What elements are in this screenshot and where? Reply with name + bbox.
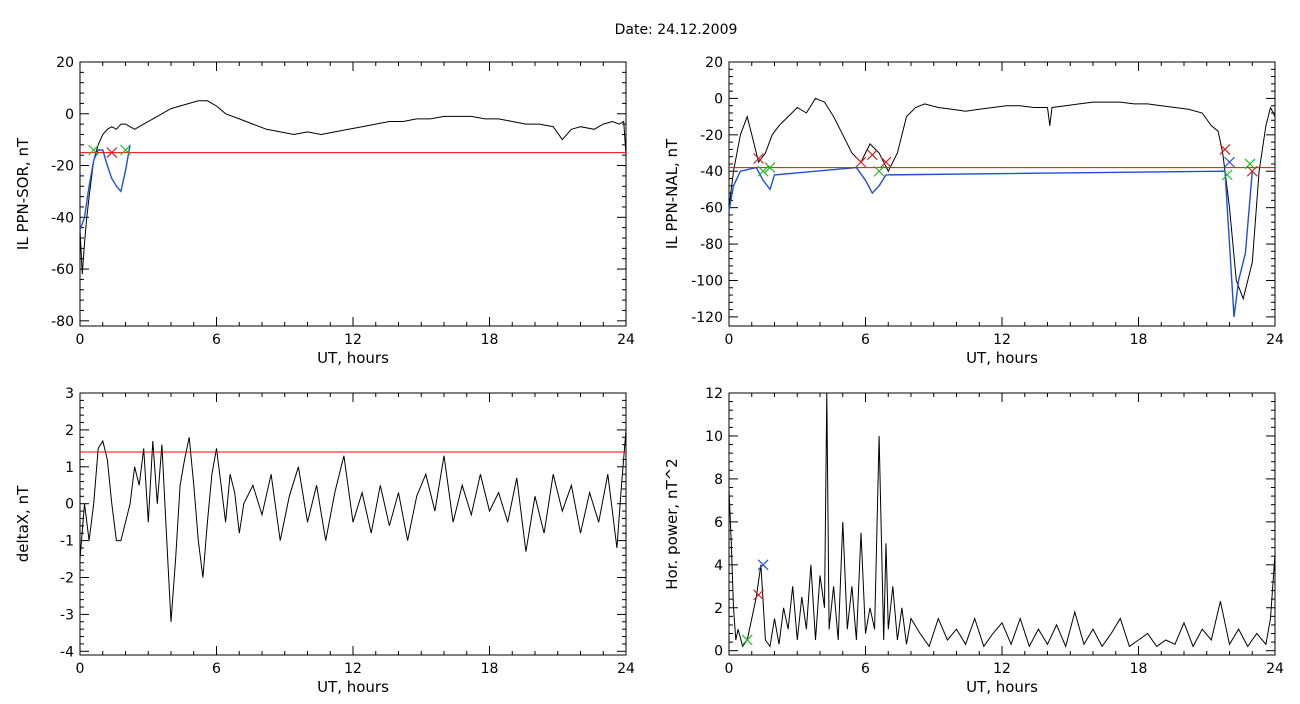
panel-2-marker-8 xyxy=(1219,143,1231,155)
panel-4-ytick-label-0: 0 xyxy=(714,644,723,660)
panel-3-frame xyxy=(79,392,627,656)
panel-2-marker-2 xyxy=(757,165,769,177)
panel-4-marker-3 xyxy=(741,634,753,646)
panel-1-xtick-label-0: 0 xyxy=(76,332,85,348)
panel-3-ylabel: deltaX, nT xyxy=(14,485,32,562)
panel-2-xlabel: UT, hours xyxy=(966,349,1038,367)
panel-2-ytick-label-3: -60 xyxy=(700,201,723,217)
panel-4-ytick-label-1: 2 xyxy=(714,601,723,617)
panel-2-frame xyxy=(728,61,1276,327)
panel-2-ytick-label-1: -100 xyxy=(691,273,723,289)
panel-4-xtick-label-4: 24 xyxy=(1266,661,1284,677)
panel-3-ytick-label-6: 2 xyxy=(65,423,74,439)
panel-2-marker-3 xyxy=(764,162,776,174)
panel-2-marker-1 xyxy=(753,153,764,164)
panel-2-marker-12 xyxy=(1246,165,1258,177)
panel-3-xtick-label-1: 6 xyxy=(212,661,221,677)
panel-2-series-1-line xyxy=(728,97,1276,301)
panel-3-xtick-label-3: 18 xyxy=(481,661,499,677)
panel-4-ytick-label-4: 8 xyxy=(714,472,723,488)
panel-1-ytick-label-1: -60 xyxy=(51,262,74,278)
panel-4-ytick-label-3: 6 xyxy=(714,515,723,531)
panel-4-xtick-label-0: 0 xyxy=(725,661,734,677)
panel-3-xtick-label-2: 12 xyxy=(344,661,362,677)
panel-3-ytick-label-1: -3 xyxy=(60,607,74,623)
panel-2-ylabel: IL PPN-NAL, nT xyxy=(663,138,681,249)
panel-2-xtick-label-4: 24 xyxy=(1266,332,1284,348)
panel-2-marker-5 xyxy=(866,149,878,161)
panel-2-ytick-label-4: -40 xyxy=(700,164,723,180)
panel-2-xtick-label-3: 18 xyxy=(1130,332,1148,348)
panel-2-series-2-line xyxy=(728,166,1253,317)
panel-1-xtick-label-2: 12 xyxy=(344,332,362,348)
panel-1-xtick-label-4: 24 xyxy=(617,332,635,348)
panel-1-series-1-line xyxy=(79,100,627,275)
panel-4-xtick-label-3: 18 xyxy=(1130,661,1148,677)
panel-1-ytick-label-5: 20 xyxy=(56,55,74,71)
panel-4-xtick-label-1: 6 xyxy=(861,661,870,677)
panel-3-ytick-label-5: 1 xyxy=(65,460,74,476)
panel-4-marker-2 xyxy=(757,559,769,571)
panel-3-series-1-line xyxy=(79,429,627,622)
panel-4-xtick-label-2: 12 xyxy=(993,661,1011,677)
panel-1-xtick-label-3: 18 xyxy=(481,332,499,348)
panel-2-ytick-label-5: -20 xyxy=(700,128,723,144)
panel-1-frame xyxy=(79,61,627,327)
panel-1-xtick-label-1: 6 xyxy=(212,332,221,348)
panel-1-ytick-label-3: -20 xyxy=(51,159,74,175)
panel-2-ytick-label-2: -80 xyxy=(700,237,723,253)
panel-1-ytick-label-4: 0 xyxy=(65,107,74,123)
panel-1-ytick-label-2: -40 xyxy=(51,210,74,226)
panel-4-ytick-label-6: 12 xyxy=(705,386,723,402)
panel-2-ytick-label-0: -120 xyxy=(691,310,723,326)
panel-2-ytick-label-6: 0 xyxy=(714,91,723,107)
panel-4-series-1-line xyxy=(728,392,1276,648)
panel-2-marker-6 xyxy=(873,165,885,177)
panel-3-xtick-label-4: 24 xyxy=(617,661,635,677)
panel-3-ytick-label-0: -4 xyxy=(60,644,74,660)
panel-3-xtick-label-0: 0 xyxy=(76,661,85,677)
panel-4-ylabel: Hor. power, nT^2 xyxy=(663,458,681,589)
panel-3-xlabel: UT, hours xyxy=(317,678,389,696)
panel-3-ytick-label-7: 3 xyxy=(65,386,74,402)
panel-2-marker-11 xyxy=(1244,158,1256,170)
panel-4-xlabel: UT, hours xyxy=(966,678,1038,696)
panel-4-ytick-label-2: 4 xyxy=(714,558,723,574)
panel-2-marker-10 xyxy=(1224,156,1235,168)
panel-1-ytick-label-0: -80 xyxy=(51,314,74,330)
panel-2-xtick-label-1: 6 xyxy=(861,332,870,348)
panel-1-marker-1 xyxy=(88,144,100,156)
panel-2-marker-4 xyxy=(855,156,867,168)
panel-1-series-2-line xyxy=(79,144,131,231)
panel-2-xtick-label-0: 0 xyxy=(725,332,734,348)
panel-2-marker-9 xyxy=(1221,169,1233,181)
panel-4-marker-1 xyxy=(753,589,764,601)
panel-4-ytick-label-5: 10 xyxy=(705,429,723,445)
panel-1-xlabel: UT, hours xyxy=(317,349,389,367)
page-title: Date: 24.12.2009 xyxy=(615,22,738,38)
panel-2-xtick-label-2: 12 xyxy=(993,332,1011,348)
panel-3-ytick-label-2: -2 xyxy=(60,571,74,587)
panel-3-ytick-label-3: -1 xyxy=(60,534,74,550)
panel-3-ytick-label-4: 0 xyxy=(65,497,74,513)
panel-1-marker-2 xyxy=(106,147,118,159)
panel-1-marker-3 xyxy=(120,144,131,156)
panel-2-marker-7 xyxy=(880,156,892,168)
panel-1-ylabel: IL PPN-SOR, nT xyxy=(14,137,32,250)
panel-4-frame xyxy=(728,392,1276,656)
panel-2-ytick-label-7: 20 xyxy=(705,55,723,71)
